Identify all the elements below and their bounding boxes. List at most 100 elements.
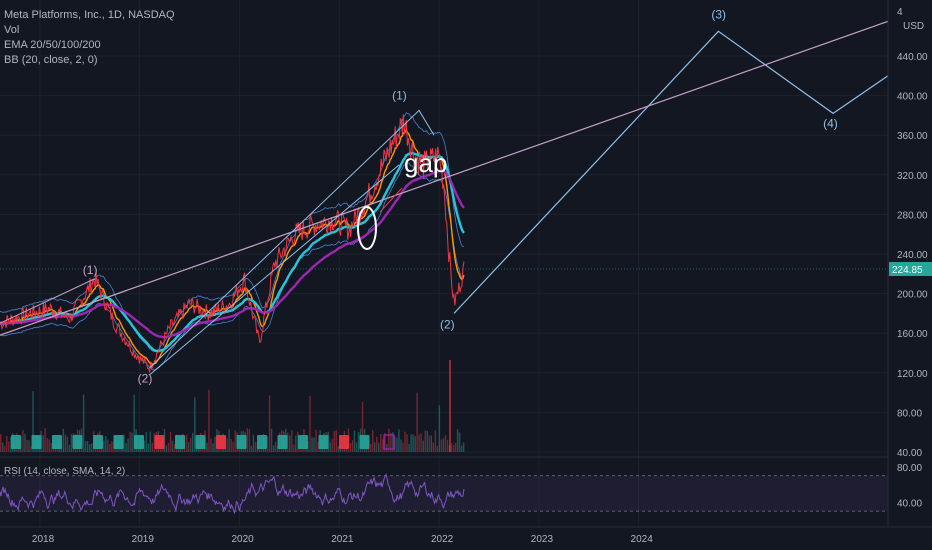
volume-bar bbox=[214, 436, 216, 452]
volume-bar bbox=[133, 394, 135, 452]
channel-line bbox=[149, 109, 435, 369]
earnings-marker bbox=[277, 435, 288, 449]
earnings-marker bbox=[93, 435, 103, 449]
currency-label: USD bbox=[903, 21, 924, 32]
volume-bar bbox=[414, 436, 416, 452]
ema-legend[interactable]: EMA 20/50/100/200 bbox=[4, 39, 101, 51]
volume-bar bbox=[48, 439, 50, 452]
x-tick-label: 2021 bbox=[331, 534, 354, 545]
volume-bar bbox=[331, 438, 333, 452]
volume-bar bbox=[384, 433, 386, 452]
volume-bar bbox=[462, 442, 465, 452]
volume-bar bbox=[147, 443, 149, 452]
volume-bar bbox=[8, 441, 10, 452]
price-line bbox=[0, 114, 465, 373]
volume-bar bbox=[105, 436, 107, 452]
y-tick-label: 320.00 bbox=[897, 171, 928, 182]
volume-bar bbox=[125, 442, 127, 452]
volume-bar bbox=[153, 433, 156, 452]
volume-bar bbox=[460, 445, 463, 452]
volume-bar bbox=[386, 444, 388, 452]
gap-ellipse bbox=[357, 206, 377, 250]
volume-bar bbox=[250, 445, 253, 452]
earnings-marker bbox=[175, 435, 185, 449]
volume-bar bbox=[424, 430, 426, 452]
volume-bar bbox=[194, 397, 196, 452]
earnings-marker bbox=[257, 435, 267, 449]
y-tick-label: 400.00 bbox=[897, 92, 928, 103]
volume-bar bbox=[26, 439, 28, 452]
y-tick-label: 280.00 bbox=[897, 210, 928, 221]
volume-bar bbox=[355, 442, 358, 452]
volume-bar bbox=[188, 442, 190, 452]
volume-bar bbox=[70, 434, 73, 452]
x-tick-label: 2020 bbox=[231, 534, 254, 545]
volume-legend[interactable]: Vol bbox=[4, 24, 20, 36]
volume-bar bbox=[169, 431, 172, 452]
volume-bar bbox=[32, 391, 34, 452]
bb-legend[interactable]: BB (20, close, 2, 0) bbox=[4, 54, 98, 66]
volume-bar bbox=[24, 433, 26, 452]
volume-bar bbox=[380, 434, 382, 452]
volume-bar bbox=[0, 434, 2, 452]
y-tick-label: 40.00 bbox=[897, 448, 922, 459]
volume-bar bbox=[408, 443, 410, 452]
volume-bar bbox=[353, 430, 356, 452]
y-tick-label: 440.00 bbox=[897, 52, 928, 63]
volume-bar bbox=[392, 432, 394, 452]
wave-projection bbox=[453, 30, 889, 314]
volume-bar bbox=[232, 441, 234, 452]
volume-bar bbox=[10, 437, 12, 452]
volume-bar bbox=[412, 434, 414, 452]
rsi-line bbox=[0, 473, 465, 515]
volume-bar bbox=[22, 429, 24, 452]
wave-label: (1) bbox=[83, 263, 98, 277]
volume-bar bbox=[145, 432, 147, 452]
x-tick-label: 2018 bbox=[32, 534, 55, 545]
volume-bar bbox=[46, 438, 48, 452]
volume-bar bbox=[289, 435, 291, 452]
volume-bar bbox=[254, 441, 257, 452]
volume-bar bbox=[404, 431, 406, 452]
volume-bar bbox=[143, 440, 145, 452]
volume-bar bbox=[410, 434, 412, 452]
volume-bar bbox=[129, 431, 131, 452]
volume-bar bbox=[82, 394, 85, 452]
volume-bar bbox=[295, 435, 297, 452]
volume-bar bbox=[274, 441, 277, 452]
earnings-marker bbox=[11, 435, 21, 449]
rsi-tick-label: 80.00 bbox=[897, 463, 922, 474]
volume-bar bbox=[6, 435, 8, 452]
channel-line bbox=[149, 164, 400, 376]
grid bbox=[0, 0, 888, 527]
volume-bar bbox=[252, 434, 255, 452]
volume-bar bbox=[44, 428, 46, 452]
volume-bar bbox=[402, 442, 404, 452]
volume-bar bbox=[151, 442, 154, 452]
volume-bar bbox=[208, 389, 210, 452]
earnings-marker bbox=[236, 435, 247, 449]
currency-scale: 4 bbox=[897, 7, 903, 18]
chart-legend: Meta Platforms, Inc., 1D, NASDAQ Vol EMA… bbox=[4, 8, 175, 68]
volume-bar bbox=[396, 437, 398, 452]
wave-label: (1) bbox=[392, 89, 407, 103]
volume-bar bbox=[406, 434, 408, 452]
symbol-title[interactable]: Meta Platforms, Inc., 1D, NASDAQ bbox=[4, 9, 175, 21]
volume-bar bbox=[167, 442, 170, 452]
earnings-marker bbox=[383, 434, 395, 450]
volume-bar bbox=[382, 439, 384, 452]
volume-bar bbox=[335, 429, 337, 452]
volume-bar bbox=[373, 442, 376, 452]
trendline bbox=[0, 20, 889, 336]
volume-bar bbox=[272, 445, 275, 452]
volume-bar bbox=[376, 437, 378, 452]
volume-bar bbox=[297, 431, 299, 452]
volume-bar bbox=[276, 445, 279, 452]
volume-bar bbox=[127, 438, 129, 452]
rsi-legend[interactable]: RSI (14, close, SMA, 14, 2) bbox=[4, 466, 126, 477]
volume-bar bbox=[64, 434, 67, 452]
volume-bar bbox=[291, 429, 293, 452]
earnings-marker bbox=[359, 435, 370, 449]
